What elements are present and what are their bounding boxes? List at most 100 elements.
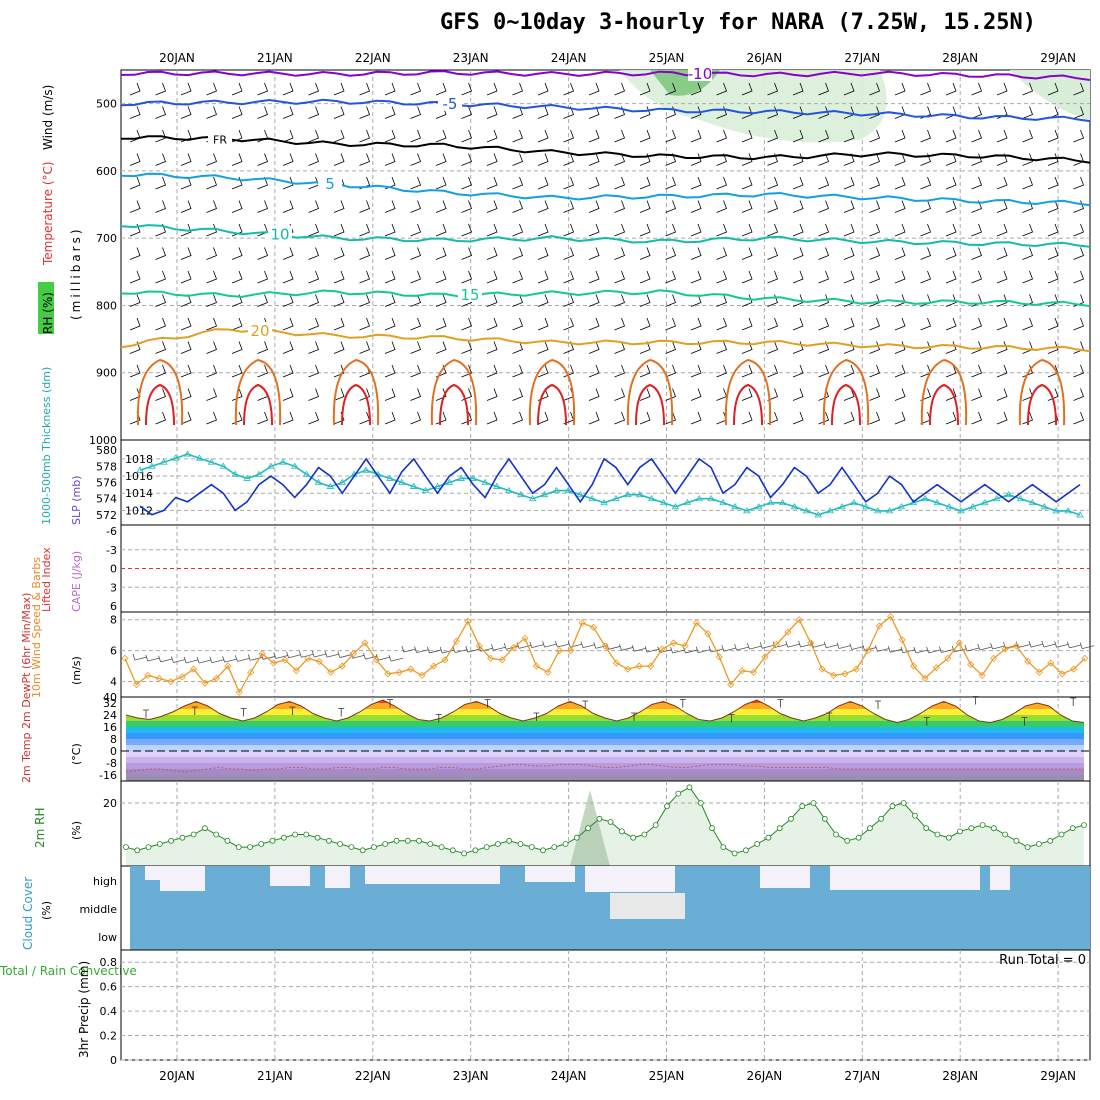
wind-barb [741, 388, 753, 401]
thickness-point [421, 486, 430, 494]
rh2m-point [957, 828, 963, 835]
wind10m-point [955, 639, 963, 647]
wind-barb [333, 341, 345, 354]
wind-barb [920, 294, 932, 307]
thickness-point [707, 494, 715, 502]
wind10m-point [761, 653, 769, 661]
wind-barb [1073, 176, 1085, 190]
wind-barb [1073, 364, 1085, 378]
cloud-level-label: middle [79, 903, 117, 916]
wind10m-point [372, 656, 380, 664]
wind10m-point [807, 639, 815, 647]
wind-barb [308, 153, 320, 166]
thickness-point [636, 490, 644, 498]
minmax-whisker [679, 699, 686, 708]
wind-barb [639, 223, 651, 237]
wind10m-point [190, 665, 198, 673]
wind10m-point [1035, 668, 1043, 676]
wind10m-barb [1067, 641, 1082, 649]
thickness-point [231, 470, 239, 477]
wind-barb [716, 341, 728, 354]
wind-barb [1073, 317, 1085, 331]
wind-barb [180, 129, 192, 143]
wind10m-barb [734, 643, 749, 651]
cloud-gap [830, 866, 980, 890]
wind-barb [435, 200, 447, 213]
wind-barb [639, 364, 651, 378]
wind-barb [996, 388, 1008, 401]
wind-barb [282, 388, 294, 401]
wind-barb [1022, 176, 1034, 190]
wind-barb [512, 294, 524, 307]
wind10m-point [555, 647, 563, 655]
wind-barb [741, 129, 753, 143]
wind-barb [894, 317, 906, 331]
wind-barb [1047, 388, 1059, 401]
wind-barb [767, 200, 779, 213]
li-tick: 6 [110, 600, 117, 613]
wind10m-point [224, 662, 232, 670]
wind-barb [1022, 317, 1034, 331]
rh2m-point [1036, 841, 1042, 847]
wind-barb [792, 200, 804, 213]
wind-barb [537, 247, 549, 260]
wind-barb [614, 200, 626, 213]
wind-barb [537, 82, 549, 96]
minmax-whisker [875, 700, 881, 709]
wind10m-barb [695, 646, 711, 653]
rh-shade-right [1010, 70, 1090, 120]
rh2m-point [494, 841, 501, 847]
thickness-point [481, 478, 489, 485]
thickness-point [981, 499, 989, 506]
wind-barb [792, 153, 804, 166]
rh2m-point [213, 831, 220, 838]
wind-barb [461, 341, 473, 354]
precip-tick: 0 [110, 1054, 117, 1067]
wind10m-barb [145, 654, 160, 662]
pressure-tick-label: 600 [96, 165, 117, 178]
wind-barb [257, 341, 269, 354]
wind-barb [690, 411, 702, 425]
rh2m-point [912, 812, 918, 819]
wind-barb [180, 270, 192, 284]
wind10m-label: 10m Wind Speed & Barbs [30, 557, 43, 698]
rh2m-point [416, 837, 422, 844]
wind-barb [257, 411, 269, 425]
wind-barb [129, 129, 141, 143]
wind-barb [716, 364, 728, 378]
wind-barb [537, 341, 549, 354]
rh2m-point [607, 819, 614, 825]
date-label-bottom: 28JAN [942, 1069, 978, 1083]
wind-barb [333, 200, 345, 213]
wind10m-barb [337, 651, 352, 658]
rh2m-point [472, 847, 479, 854]
temp-tick: 16 [103, 721, 117, 734]
rh2m-label: 2m RH [33, 808, 47, 849]
wind10m-point [327, 668, 335, 676]
wind-barb [563, 82, 575, 96]
wind10m-barb [324, 650, 340, 658]
wind-barb [996, 294, 1008, 307]
upper-air-ylabel: RH (%) Temperature (°C) Wind (m/s) (mill… [38, 85, 83, 334]
wind10m-barb [644, 645, 660, 653]
rh2m-point [393, 837, 400, 844]
rh2m-point [867, 825, 873, 832]
wind-barb [461, 364, 473, 378]
wind-barb [1073, 106, 1085, 119]
rh2m-point [247, 844, 253, 850]
wind-barb [435, 82, 447, 96]
wind-barb [665, 247, 677, 260]
wind-barb [869, 106, 881, 119]
wind-barb [945, 200, 957, 213]
wind-barb [767, 341, 779, 354]
wind10m-point [750, 668, 758, 676]
wind-barb [206, 388, 218, 401]
wind-barb [818, 223, 830, 237]
thickness-point [505, 486, 513, 494]
wind-barb [231, 388, 243, 401]
wind-barb [971, 176, 983, 190]
wind10m-barb [836, 642, 852, 649]
wind-barb [869, 341, 881, 354]
rh2m-point [551, 844, 558, 850]
wind-barb [996, 82, 1008, 96]
